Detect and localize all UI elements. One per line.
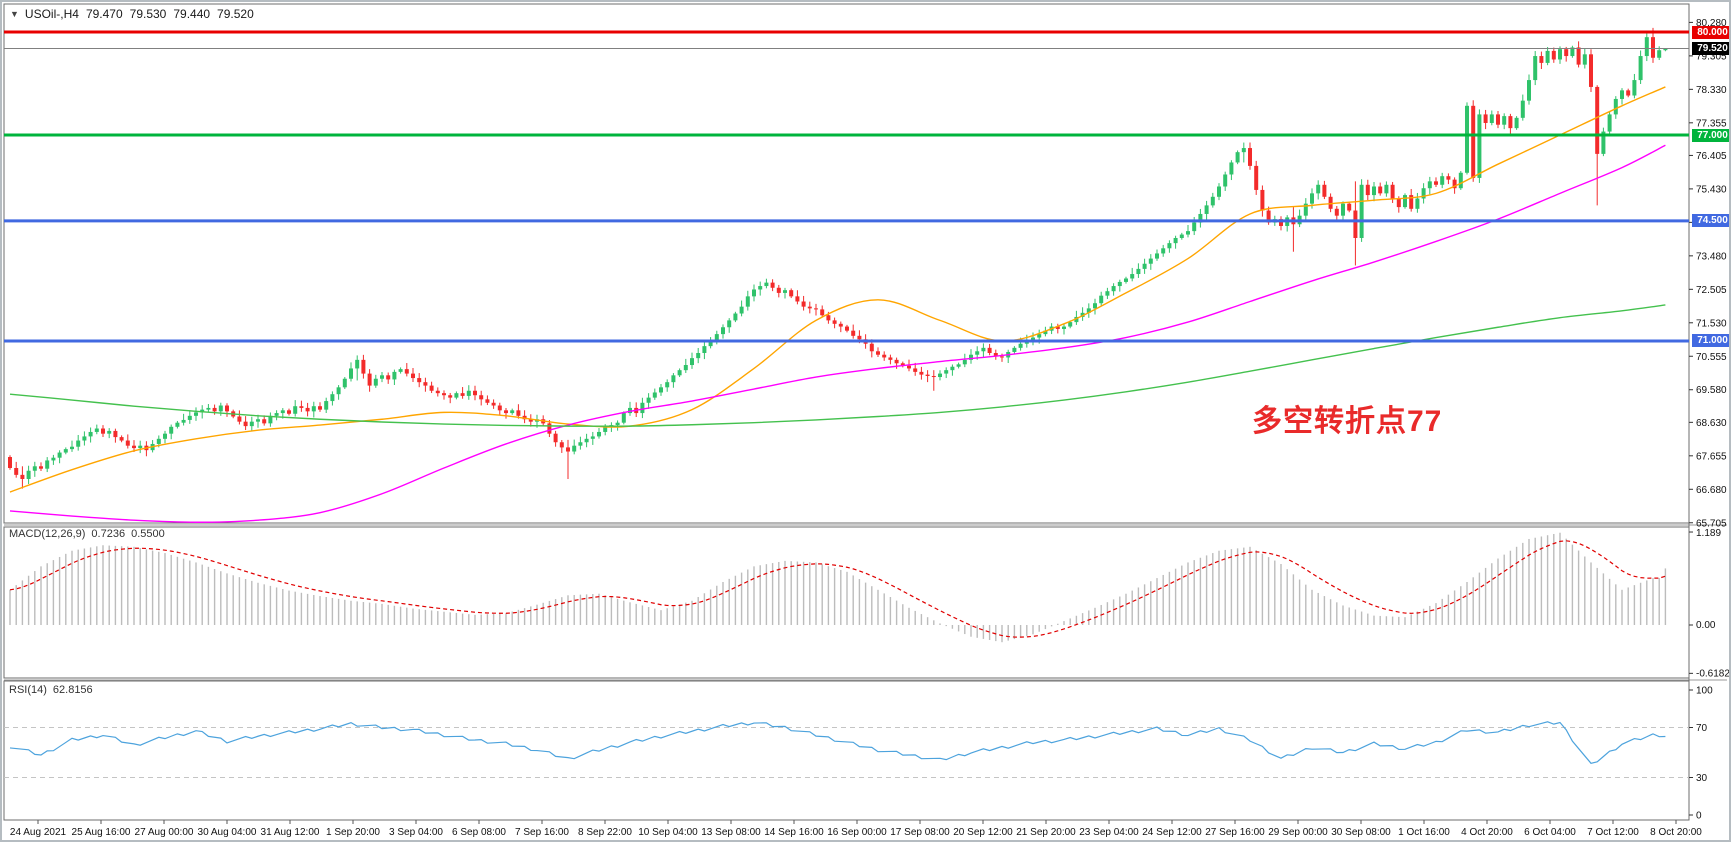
time-axis-label: 1 Oct 16:00 [1398,827,1450,838]
rsi-panel-border [3,680,1690,821]
time-axis-label: 10 Sep 04:00 [638,827,698,838]
time-axis-label: 30 Aug 04:00 [198,827,257,838]
macd-signal-line [9,540,1666,638]
chevron-down-icon[interactable]: ▼ [10,9,19,19]
rsi-value: 62.8156 [52,684,93,696]
price-level-badge: 74.500 [1692,214,1729,228]
ma-fast-line[interactable] [9,86,1666,493]
candlestick-series [8,27,1668,489]
macd-axis-label: 0.00 [1696,620,1716,631]
price-axis-label: 75.430 [1696,184,1727,195]
ohlc-close-value: 79.520 [217,7,254,21]
rsi-line [9,721,1666,764]
ma-mid-line[interactable] [9,144,1666,523]
price-level-badge: 80.000 [1692,25,1729,39]
ohlc-low-value: 79.440 [173,7,211,21]
ohlc-open-value: 79.470 [85,7,123,21]
price-axis-label: 77.355 [1696,118,1727,129]
time-axis-label: 6 Oct 04:00 [1524,827,1576,838]
ma-slow-line[interactable] [9,304,1666,427]
macd-indicator-label: MACD(12,26,9) 0.7236 0.5500 [9,528,165,540]
time-axis-label: 29 Sep 00:00 [1268,827,1328,838]
time-axis-label: 8 Sep 22:00 [578,827,632,838]
price-axis-label: 78.330 [1696,85,1727,96]
chart-annotation-text: 多空转折点77 [1252,405,1443,438]
time-axis-label: 24 Aug 2021 [10,827,67,838]
macd-axis-label: 1.189 [1696,528,1721,539]
time-axis-label: 30 Sep 08:00 [1331,827,1391,838]
price-axis-label: 66.680 [1696,485,1727,496]
time-axis-label: 27 Sep 16:00 [1205,827,1265,838]
time-axis-label: 21 Sep 20:00 [1016,827,1076,838]
current-price-badge: 79.520 [1692,41,1729,55]
rsi-indicator-label: RSI(14) 62.8156 [9,684,93,696]
time-axis-label: 25 Aug 16:00 [72,827,131,838]
time-axis-label: 7 Oct 12:00 [1587,827,1639,838]
price-axis-label: 68.630 [1696,418,1727,429]
time-axis-label: 27 Aug 00:00 [135,827,194,838]
rsi-axis-label: 30 [1696,773,1708,784]
price-axis-label: 69.580 [1696,385,1727,396]
rsi-name: RSI(14) [9,684,47,696]
macd-signal-value: 0.5500 [131,528,165,540]
time-axis-label: 31 Aug 12:00 [261,827,320,838]
time-axis-label: 13 Sep 08:00 [701,827,761,838]
price-axis-label: 71.530 [1696,318,1727,329]
price-axis-label: 67.655 [1696,451,1727,462]
macd-main-value: 0.7236 [91,528,126,540]
time-axis-label: 7 Sep 16:00 [515,827,569,838]
time-axis-label: 24 Sep 12:00 [1142,827,1202,838]
macd-histogram [9,532,1667,643]
time-axis-label: 14 Sep 16:00 [764,827,824,838]
rsi-axis-label: 70 [1696,723,1708,734]
price-axis-label: 73.480 [1696,251,1727,262]
price-level-badge: 77.000 [1692,128,1729,142]
price-axis-label: 72.505 [1696,285,1727,296]
macd-name: MACD(12,26,9) [9,528,86,540]
price-axis-label: 79.305 [1696,51,1727,62]
macd-axis-label: -0.6182 [1696,668,1729,679]
time-axis-label: 1 Sep 20:00 [326,827,380,838]
rsi-axis-label: 0 [1696,811,1702,822]
chart-title-bar: ▼ USOil-,H4 79.470 79.530 79.440 79.520 [10,7,254,21]
rsi-axis-label: 100 [1696,686,1713,697]
time-axis-label: 23 Sep 04:00 [1079,827,1139,838]
time-axis-label: 4 Oct 20:00 [1461,827,1513,838]
time-axis-label: 16 Sep 00:00 [827,827,887,838]
time-axis-label: 17 Sep 08:00 [890,827,950,838]
price-axis-label: 65.705 [1696,518,1727,529]
time-axis-label: 6 Sep 08:00 [452,827,506,838]
main-panel-border [3,3,1690,524]
time-axis-label: 20 Sep 12:00 [953,827,1013,838]
ohlc-high-value: 79.530 [129,7,167,21]
time-axis-label: 3 Sep 04:00 [389,827,443,838]
price-axis-label: 76.405 [1696,151,1727,162]
price-level-badge: 71.000 [1692,334,1729,348]
price-axis-label: 80.280 [1696,18,1727,29]
symbol-period-label: USOil-,H4 [24,7,79,21]
time-axis-label: 8 Oct 20:00 [1650,827,1702,838]
price-axis-label: 70.555 [1696,352,1727,363]
